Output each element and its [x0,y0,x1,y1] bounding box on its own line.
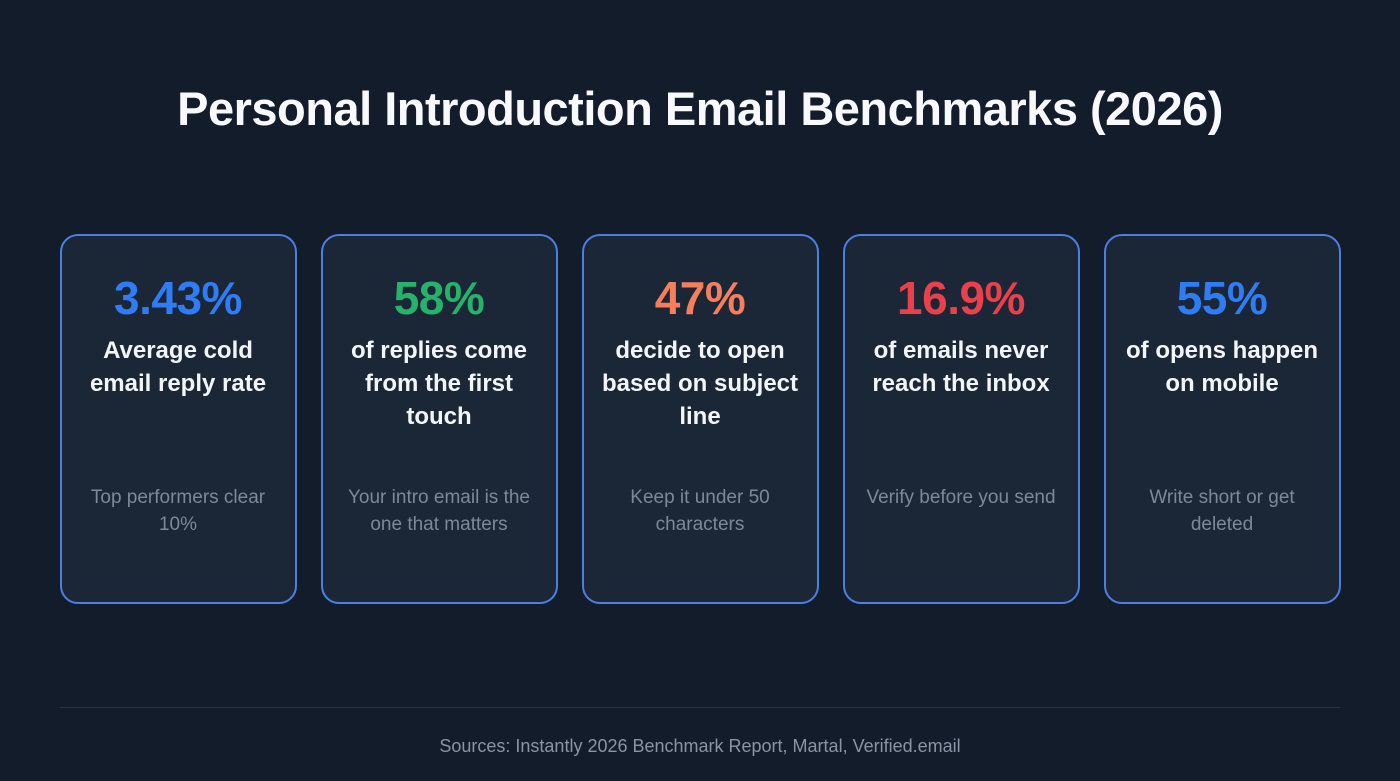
stat-value: 3.43% [114,272,242,324]
stat-value: 58% [393,272,485,324]
stat-headline: of opens happen on mobile [1126,337,1318,397]
stat-card-deliverability: 16.9% of emails never reach the inbox Ve… [842,234,1080,604]
stat-subtext: Verify before you send [866,487,1056,508]
stat-subtext: Keep it under 50 characters [630,487,770,535]
footer-divider [60,707,1340,708]
stat-card-subject-line: 47% decide to open based on subject line… [581,234,819,604]
stat-headline: of emails never reach the inbox [872,337,1050,397]
stat-card-reply-rate: 3.43% Average cold email reply rate Top … [59,234,297,604]
stat-value: 47% [654,272,746,324]
footer: Sources: Instantly 2026 Benchmark Report… [0,707,1400,781]
stat-value: 55% [1176,272,1268,324]
stat-subtext: Write short or get deleted [1149,487,1295,535]
stat-headline: Average cold email reply rate [89,337,267,397]
stat-subtext: Your intro email is the one that matters [347,487,530,535]
stat-subtext: Top performers clear 10% [90,487,266,535]
stat-headline: of replies come from the first touch [350,337,528,430]
stat-card-first-touch: 58% of replies come from the first touch… [320,234,558,604]
page-title: Personal Introduction Email Benchmarks (… [177,82,1223,135]
stat-value: 16.9% [897,272,1025,324]
sources-text: Sources: Instantly 2026 Benchmark Report… [439,736,961,756]
stat-card-mobile-opens: 55% of opens happen on mobile Write shor… [1103,234,1341,604]
stat-headline: decide to open based on subject line [601,337,799,430]
stat-cards-row: 3.43% Average cold email reply rate Top … [59,234,1341,604]
